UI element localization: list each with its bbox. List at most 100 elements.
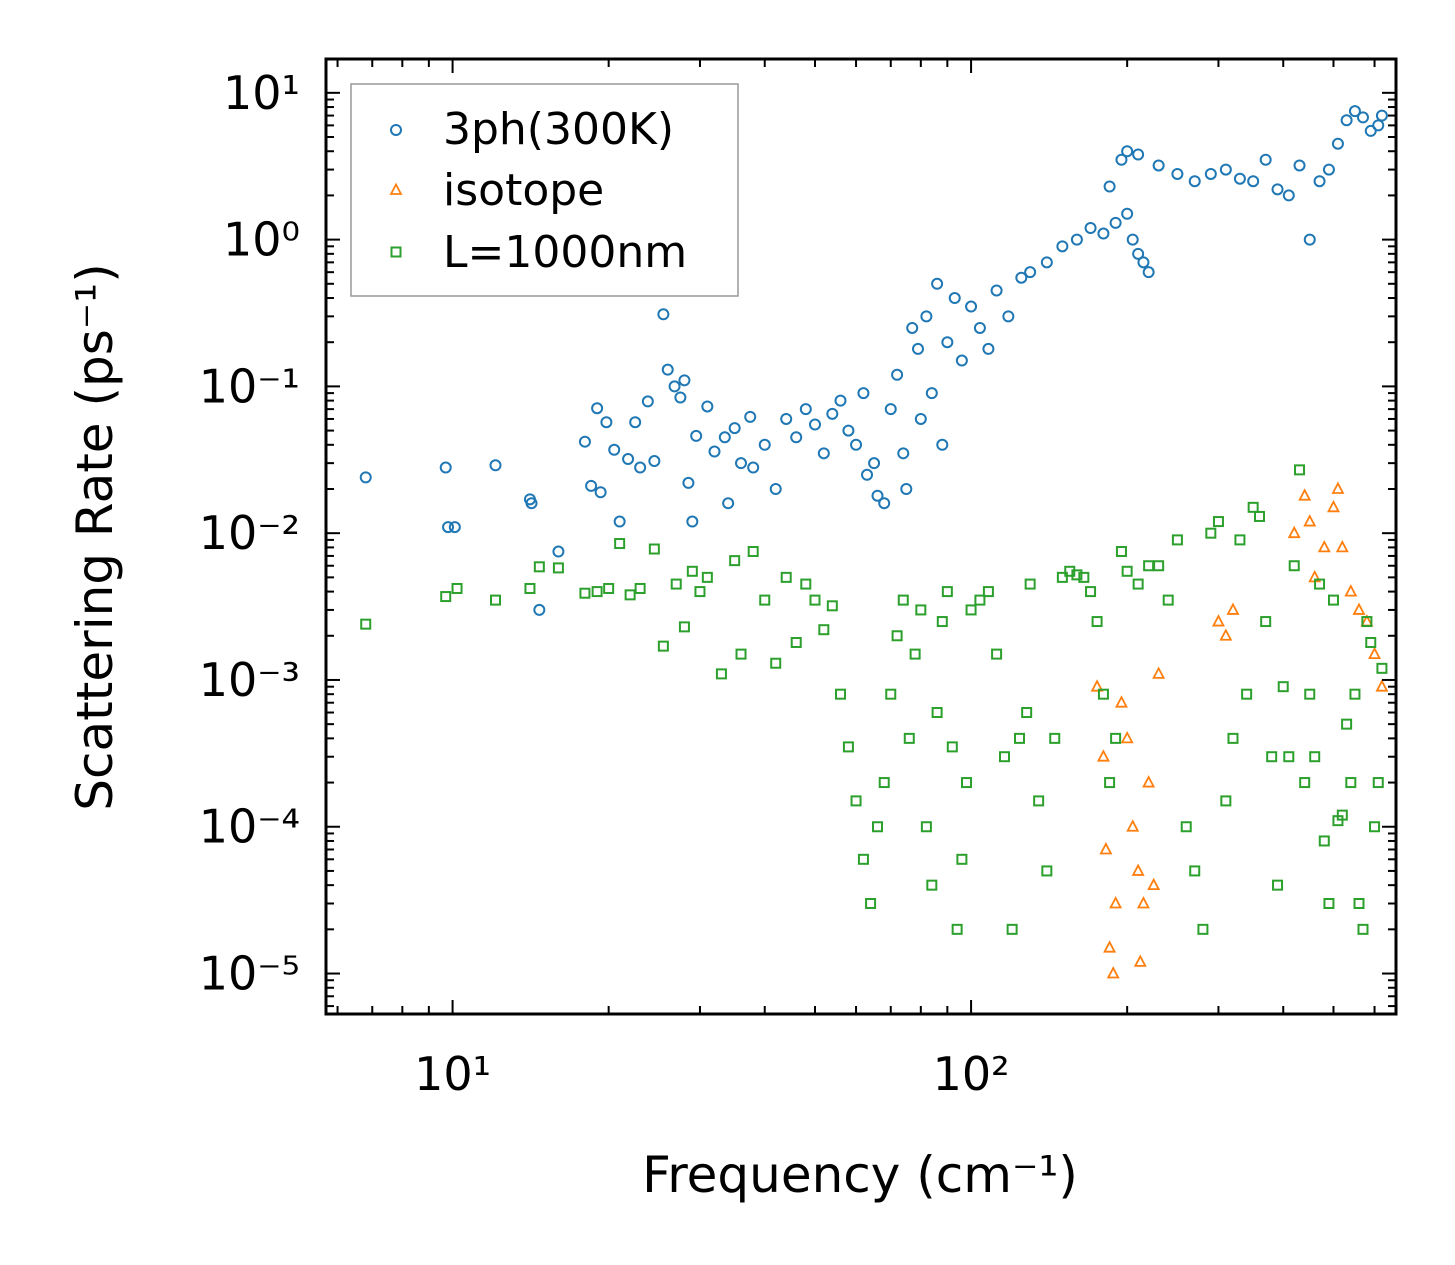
data-point <box>1335 539 1349 553</box>
data-point <box>1345 777 1357 789</box>
data-point <box>1204 167 1217 180</box>
data-point <box>1014 732 1026 744</box>
data-point <box>1341 718 1353 730</box>
data-point <box>1049 732 1061 744</box>
data-point <box>440 591 452 603</box>
data-point <box>900 482 913 495</box>
y-tick-label: 10⁰ <box>223 213 300 267</box>
data-point <box>591 402 604 415</box>
data-point <box>915 604 927 616</box>
data-point <box>1294 464 1306 476</box>
data-point <box>1056 571 1068 583</box>
data-point <box>842 741 854 753</box>
data-point <box>1364 124 1377 137</box>
data-point <box>1056 240 1069 253</box>
data-point <box>965 300 978 313</box>
data-point <box>1121 145 1134 158</box>
data-point <box>1162 594 1174 606</box>
data-point <box>1260 616 1272 628</box>
y-axis-label: Scattering Rate (ps⁻¹) <box>66 263 124 810</box>
data-point <box>1313 175 1326 188</box>
data-point <box>850 438 863 451</box>
data-point <box>1153 560 1165 572</box>
data-point <box>948 292 961 305</box>
data-point <box>1322 163 1335 176</box>
data-point <box>1091 616 1103 628</box>
data-point <box>578 435 591 448</box>
data-point <box>1171 167 1184 180</box>
data-point <box>735 648 747 660</box>
data-point <box>974 594 986 606</box>
data-point <box>1241 688 1253 700</box>
data-point <box>1353 897 1365 909</box>
data-point <box>826 407 839 420</box>
data-point <box>758 438 771 451</box>
data-point <box>1282 189 1295 202</box>
data-point <box>1266 751 1278 763</box>
data-point <box>1132 148 1145 161</box>
data-point <box>1120 730 1134 744</box>
data-point <box>1349 688 1361 700</box>
data-point <box>641 395 654 408</box>
data-point <box>1309 751 1321 763</box>
data-point <box>1131 863 1145 876</box>
data-point <box>634 461 647 474</box>
data-point <box>897 447 910 460</box>
data-point <box>1331 137 1344 150</box>
series-1 <box>1090 481 1389 979</box>
data-point <box>715 668 727 680</box>
data-point <box>1171 534 1183 546</box>
data-point <box>552 562 564 574</box>
data-point <box>800 578 812 590</box>
legend-marker-1 <box>389 182 403 195</box>
x-tick-label: 10¹ <box>414 1047 491 1101</box>
data-point <box>857 387 870 400</box>
data-point <box>747 546 759 558</box>
data-point <box>439 461 452 474</box>
y-tick-label: 10⁻⁴ <box>199 800 300 854</box>
data-point <box>1293 159 1306 172</box>
data-point <box>1114 695 1128 708</box>
data-point <box>1147 877 1161 891</box>
data-point <box>906 321 919 334</box>
data-point <box>872 821 884 833</box>
data-point <box>614 538 626 550</box>
data-point <box>982 586 994 598</box>
data-point <box>1372 777 1384 789</box>
data-point <box>1084 221 1097 234</box>
data-point <box>1287 525 1301 539</box>
data-point <box>868 457 881 470</box>
data-point <box>1283 751 1295 763</box>
data-point <box>735 457 748 470</box>
data-point <box>524 582 536 594</box>
data-point <box>678 374 691 387</box>
data-point <box>826 600 838 612</box>
data-point <box>1137 256 1150 269</box>
data-point <box>729 555 741 567</box>
data-point <box>1368 646 1382 660</box>
data-point <box>1152 666 1166 679</box>
data-point <box>1104 777 1116 789</box>
data-point <box>648 455 661 468</box>
data-point <box>926 879 938 891</box>
data-point <box>686 565 698 577</box>
legend-label-3ph: 3ph(300K) <box>443 104 674 155</box>
data-point <box>780 412 793 425</box>
data-point <box>990 284 1003 297</box>
data-point <box>1133 954 1147 967</box>
data-point <box>1372 119 1385 132</box>
data-point <box>1357 923 1369 935</box>
data-point <box>608 443 621 456</box>
data-point <box>708 445 721 458</box>
y-tick-label: 10¹ <box>223 66 300 120</box>
data-point <box>1375 109 1388 122</box>
data-point <box>1040 256 1053 269</box>
data-point <box>1259 153 1272 166</box>
data-point <box>674 391 687 404</box>
data-point <box>911 342 924 355</box>
data-point <box>1220 795 1232 807</box>
data-point <box>885 688 897 700</box>
data-point <box>1219 163 1232 176</box>
data-point <box>955 354 968 367</box>
data-point <box>648 543 660 555</box>
